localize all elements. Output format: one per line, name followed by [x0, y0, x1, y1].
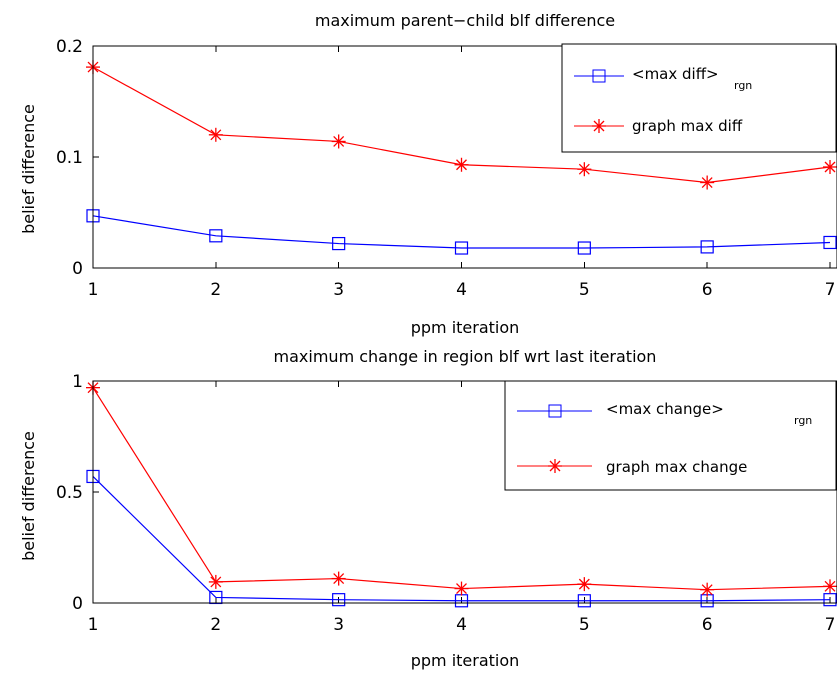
legend-box — [561, 43, 837, 153]
y-tick-label: 0.1 — [56, 148, 83, 168]
legend-label-graph-max-change: graph max change — [606, 458, 747, 476]
data-point-square — [577, 241, 591, 255]
data-point-square — [823, 235, 837, 250]
data-point-asterisk — [700, 582, 715, 597]
data-point-asterisk — [823, 579, 837, 594]
legend-label-max-change: <max change> — [606, 400, 724, 418]
axis-ticks: 1 2 3 4 5 6 7 0 0.1 0.2 — [56, 37, 835, 300]
x-tick-label: 7 — [825, 280, 836, 300]
data-point-asterisk — [577, 577, 592, 592]
data-point-asterisk — [331, 134, 346, 149]
data-point-asterisk — [577, 162, 592, 177]
y-axis-label: belief difference — [19, 104, 38, 234]
x-tick-label: 6 — [702, 280, 713, 300]
plot-area-frame — [92, 45, 837, 269]
data-point-asterisk — [454, 157, 469, 172]
x-tick-label: 6 — [702, 615, 713, 635]
legend-marker-asterisk — [592, 119, 606, 133]
chart-title: maximum change in region blf wrt last it… — [274, 347, 657, 366]
data-point-square — [700, 240, 714, 254]
data-point-square — [823, 593, 837, 607]
data-point-square — [454, 241, 469, 255]
chart-title: maximum parent−child blf difference — [315, 11, 615, 30]
x-tick-label: 5 — [579, 615, 590, 635]
x-tick-label: 3 — [333, 280, 344, 300]
x-tick-label: 7 — [825, 615, 836, 635]
legend-marker-square — [548, 404, 562, 418]
y-tick-label: 0.2 — [56, 37, 83, 57]
x-tick-label: 2 — [210, 280, 221, 300]
chart-panel-2: maximum change in region blf wrt last it… — [19, 347, 837, 670]
x-tick-label: 4 — [456, 615, 467, 635]
y-tick-label: 0 — [72, 594, 83, 614]
legend-marker-square — [592, 69, 606, 83]
x-tick-label: 3 — [333, 615, 344, 635]
x-axis-label: ppm iteration — [411, 651, 520, 670]
x-tick-label: 4 — [456, 280, 467, 300]
data-point-asterisk — [208, 574, 223, 589]
legend-subscript-rgn: rgn — [794, 414, 812, 427]
legend: <max change> rgn graph max change — [504, 380, 837, 491]
x-tick-label: 1 — [88, 280, 99, 300]
data-point-square — [577, 594, 591, 608]
legend: <max diff> rgn graph max diff — [561, 43, 837, 153]
legend-subscript-rgn: rgn — [734, 79, 752, 92]
chart-panel-1: maximum parent−child blf difference beli… — [19, 11, 837, 337]
series-line-0 — [92, 215, 831, 249]
data-point-square — [209, 229, 223, 243]
series-line-0 — [92, 476, 831, 602]
data-point-asterisk — [331, 571, 346, 586]
legend-box — [504, 380, 837, 491]
data-point-asterisk — [208, 127, 223, 142]
y-tick-label: 1 — [72, 372, 83, 392]
y-tick-label: 0.5 — [56, 483, 83, 503]
data-point-square — [332, 593, 346, 607]
x-tick-label: 2 — [210, 615, 221, 635]
data-point-asterisk — [700, 175, 715, 190]
y-axis-label: belief difference — [19, 431, 38, 561]
y-tick-label: 0 — [72, 259, 83, 279]
x-tick-label: 1 — [88, 615, 99, 635]
legend-marker-asterisk — [548, 459, 562, 473]
x-axis-label: ppm iteration — [411, 318, 520, 337]
data-point-asterisk — [823, 159, 837, 174]
data-point-square — [332, 236, 346, 251]
data-point-asterisk — [454, 581, 469, 596]
legend-label-max-diff: <max diff> — [632, 65, 719, 83]
series-group — [86, 380, 837, 608]
x-tick-label: 5 — [579, 280, 590, 300]
legend-label-graph-max-diff: graph max diff — [632, 117, 743, 135]
axis-ticks: 1 2 3 4 5 6 7 0 0.5 1 — [56, 372, 835, 635]
plot-area-frame — [92, 380, 837, 604]
